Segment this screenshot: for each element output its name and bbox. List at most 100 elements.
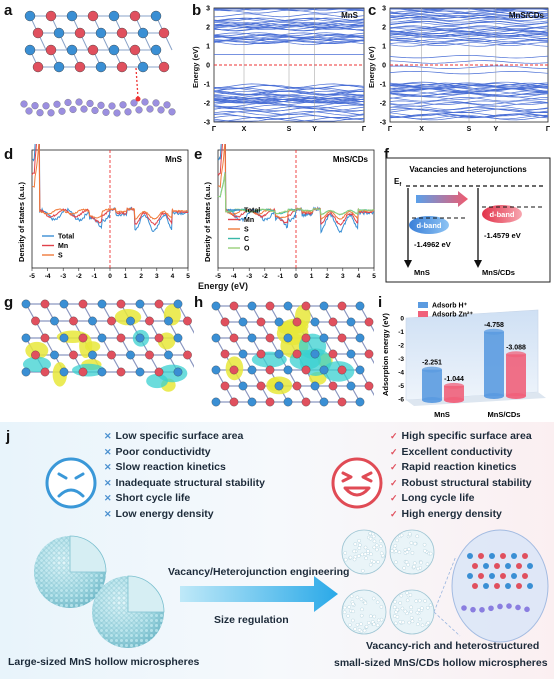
atom <box>283 333 293 343</box>
bar-ytick: 0 <box>400 316 404 323</box>
bar-mns-cds-0 <box>484 331 504 396</box>
check-icon: ✓ <box>390 446 398 457</box>
kpoint-label: Γ <box>546 126 551 133</box>
panel-label-d: d <box>4 146 14 163</box>
list-item: ✕ Low energy density <box>104 508 214 520</box>
atom <box>97 333 107 343</box>
list-item: ✓ Rapid reaction kinetics <box>390 461 517 473</box>
cd-atom <box>524 606 530 613</box>
atom <box>247 333 257 343</box>
atom <box>53 27 65 39</box>
mnscds-dband-label: d-band <box>490 210 515 219</box>
cd-atom <box>163 101 171 109</box>
atom <box>88 316 97 326</box>
atom <box>355 333 365 343</box>
atom <box>135 333 145 343</box>
atom <box>40 367 50 377</box>
cd-atom <box>113 109 121 117</box>
kpoint-label: S <box>287 126 292 133</box>
bar-ytick: -5 <box>398 383 404 390</box>
bar-legend-swatch <box>418 311 428 317</box>
dos-title-d: MnS <box>165 155 183 164</box>
atom <box>494 563 500 569</box>
atom <box>211 397 221 407</box>
panel-label-i: i <box>378 294 383 311</box>
check-icon: ✓ <box>390 462 398 472</box>
list-item-text: Robust structural stability <box>401 476 532 489</box>
legend-mn: Mn <box>244 217 254 224</box>
check-icon: ✓ <box>390 477 398 488</box>
kpoint-label: Γ <box>362 126 367 133</box>
atom <box>301 365 311 375</box>
panel-label-g: g <box>4 294 14 311</box>
mnscds-dband-value: -1.4579 eV <box>484 231 521 240</box>
atom <box>220 317 230 327</box>
atom <box>116 61 128 73</box>
cd-atom <box>497 603 503 610</box>
cd-atom <box>97 101 105 109</box>
atom <box>292 349 302 359</box>
cd-atom <box>69 105 77 114</box>
atom <box>364 381 374 391</box>
atom <box>45 44 57 56</box>
bar-value-label: -1.044 <box>444 376 464 383</box>
kpoint-label: S <box>467 126 472 133</box>
ytick-label: 0 <box>206 63 210 70</box>
atom <box>173 299 183 309</box>
xtick-label: 2 <box>325 273 329 280</box>
atom <box>247 301 257 311</box>
ytick-label: -1 <box>380 82 386 89</box>
xtick-label: 4 <box>171 273 175 280</box>
dband-left-name: MnS <box>414 268 430 277</box>
panel-label-e: e <box>194 146 203 163</box>
right-caption-1: Vacancy-rich and heterostructured <box>366 640 540 652</box>
atom <box>238 317 248 327</box>
atom <box>59 299 69 309</box>
atom <box>472 563 478 569</box>
atom <box>78 299 88 309</box>
cd-atom <box>157 106 165 114</box>
ytick-label: 2 <box>206 25 210 32</box>
atom <box>78 367 88 377</box>
cd-atom <box>124 108 132 116</box>
atom <box>511 553 517 559</box>
atom <box>21 333 31 343</box>
atom <box>355 301 365 311</box>
xtick-label: 2 <box>139 273 143 280</box>
atom <box>116 333 126 343</box>
atom <box>522 573 528 579</box>
cross-icon: ✕ <box>104 493 112 503</box>
cd-atom <box>515 604 521 611</box>
cd-atom <box>479 607 485 613</box>
list-item: ✓ Robust structural stability <box>390 477 532 489</box>
atom <box>154 299 164 309</box>
bar-ytick: -2 <box>398 343 404 350</box>
cd-atom <box>168 108 176 116</box>
atom <box>31 350 40 360</box>
atom <box>319 301 329 311</box>
cd-atom <box>141 98 149 106</box>
panel-label-j: j <box>6 428 11 445</box>
bar-ytick: -6 <box>398 397 404 404</box>
atom <box>337 397 347 407</box>
panel-label-c: c <box>368 2 377 19</box>
atom <box>24 10 36 22</box>
cd-atom <box>470 606 476 613</box>
xtick-label: -3 <box>246 273 252 280</box>
atom <box>494 583 500 589</box>
atom <box>137 61 149 73</box>
xtick-label: 3 <box>341 273 345 280</box>
bond-atom <box>135 96 141 102</box>
atom <box>478 553 484 559</box>
ytick-label: -1 <box>204 82 210 89</box>
atom <box>346 381 356 391</box>
atom <box>69 350 78 360</box>
atom <box>310 381 320 391</box>
dos-ylabel-e: Density of states (a.u.) <box>203 181 212 262</box>
atom <box>211 301 221 311</box>
cd-atom <box>152 99 160 107</box>
atom <box>108 10 120 22</box>
atom <box>265 301 275 311</box>
atom <box>247 365 257 375</box>
cd-atom <box>20 100 28 108</box>
